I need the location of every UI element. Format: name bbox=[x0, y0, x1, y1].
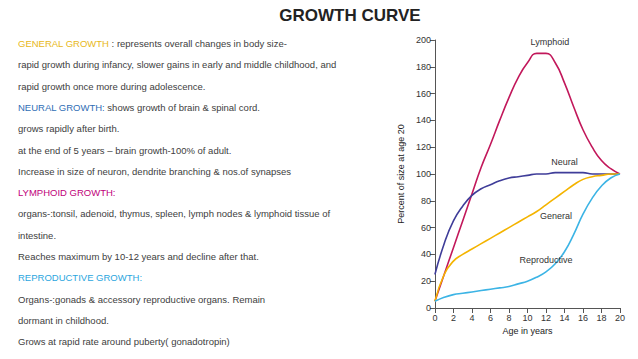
svg-text:14: 14 bbox=[559, 313, 569, 323]
svg-text:200: 200 bbox=[416, 35, 431, 45]
svg-text:4: 4 bbox=[469, 313, 474, 323]
html-text:LYMPHOID GROWTH:: LYMPHOID GROWTH: bbox=[18, 187, 116, 199]
svg-text:20: 20 bbox=[421, 276, 431, 286]
svg-text:120: 120 bbox=[416, 142, 431, 152]
svg-text:Age in years: Age in years bbox=[502, 326, 553, 336]
svg-text:40: 40 bbox=[421, 249, 431, 259]
svg-text:180: 180 bbox=[416, 62, 431, 72]
html-text:dormant in childhood.: dormant in childhood. bbox=[18, 314, 109, 326]
svg-text:0: 0 bbox=[426, 303, 431, 313]
svg-text:100: 100 bbox=[416, 169, 431, 179]
svg-text:6: 6 bbox=[488, 313, 493, 323]
svg-text:160: 160 bbox=[416, 89, 431, 99]
html-text:Grows at rapid rate around pub: Grows at rapid rate around puberty( gona… bbox=[18, 336, 230, 348]
svg-text:12: 12 bbox=[541, 313, 551, 323]
svg-text:60: 60 bbox=[421, 223, 431, 233]
html-text:Increase in size of neuron, de: Increase in size of neuron, dendrite bra… bbox=[18, 165, 291, 177]
html-text:REPRODUCTIVE GROWTH:: REPRODUCTIVE GROWTH: bbox=[18, 272, 142, 284]
html-text:organs-:tonsil, adenoid, thymu: organs-:tonsil, adenoid, thymus, spleen,… bbox=[18, 208, 331, 220]
svg-text:Percent of size at age 20: Percent of size at age 20 bbox=[396, 124, 406, 224]
svg-text:8: 8 bbox=[506, 313, 511, 323]
html-text:at the end of 5 years – brain: at the end of 5 years – brain growth-100… bbox=[18, 144, 232, 156]
html-text:Organs-:gonads & accessory rep: Organs-:gonads & accessory reproductive … bbox=[18, 293, 266, 305]
svg-text:General: General bbox=[540, 211, 572, 221]
svg-text:140: 140 bbox=[416, 115, 431, 125]
html-text:rapid growth once more during: rapid growth once more during adolescenc… bbox=[18, 80, 206, 92]
html-text:GENERAL GROWTH: represents ove: GENERAL GROWTH: represents overall chang… bbox=[18, 38, 287, 49]
svg-text:20: 20 bbox=[615, 313, 625, 323]
html-text:NEURAL GROWTH: shows growth of: NEURAL GROWTH: shows growth of brain & s… bbox=[18, 101, 260, 113]
html-text:rapid growth during infancy, s: rapid growth during infancy, slower gain… bbox=[18, 59, 337, 71]
svg-text:Lymphoid: Lymphoid bbox=[531, 37, 570, 47]
svg-text:Reproductive: Reproductive bbox=[519, 255, 572, 265]
html-text:grows rapidly after birth.: grows rapidly after birth. bbox=[18, 123, 120, 135]
html-text:intestine.: intestine. bbox=[18, 229, 56, 241]
svg-text:80: 80 bbox=[421, 196, 431, 206]
svg-text:16: 16 bbox=[578, 313, 588, 323]
html-text:GROWTH CURVE: GROWTH CURVE bbox=[279, 6, 421, 25]
svg-text:Neural: Neural bbox=[551, 157, 578, 167]
svg-text:2: 2 bbox=[451, 313, 456, 323]
svg-text:18: 18 bbox=[596, 313, 606, 323]
svg-text:0: 0 bbox=[432, 313, 437, 323]
svg-text:10: 10 bbox=[522, 313, 532, 323]
html-text:Reaches maximum by 10-12 years: Reaches maximum by 10-12 years and decli… bbox=[18, 251, 259, 262]
